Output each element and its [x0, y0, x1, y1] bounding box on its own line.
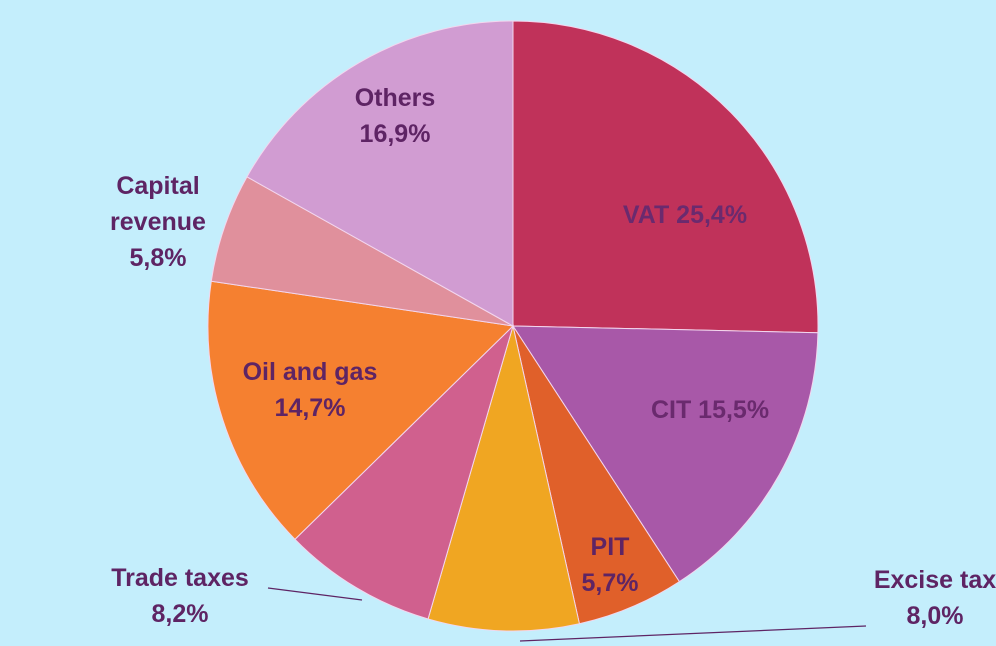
value-label: 5,7% [581, 569, 639, 597]
value-label: 5,8% [129, 244, 187, 272]
value-label: 25,4% [676, 201, 748, 229]
category-label: PIT [590, 533, 630, 561]
slice-label: PIT 5,7% [570, 529, 650, 601]
slice-label: Capital revenue 5,8% [83, 168, 233, 276]
slice-label: Excise tax 8,0% [870, 562, 996, 634]
slice-label: Trade taxes 8,2% [80, 560, 280, 632]
category-label: Others [354, 84, 436, 112]
leader-line [267, 587, 363, 601]
pie-slice [512, 20, 819, 334]
slice-label: Oil and gas 14,7% [210, 354, 410, 426]
value-label: 15,5% [698, 396, 770, 424]
pie-slice [294, 324, 515, 620]
slice-label: CIT 15,5% [610, 392, 810, 428]
category-label: Capital revenue [110, 172, 206, 236]
category-label: Trade taxes [111, 564, 249, 592]
value-label: 14,7% [274, 394, 346, 422]
pie-slice [246, 20, 514, 327]
category-label: Excise tax [873, 566, 996, 594]
category-label: VAT [622, 201, 670, 229]
category-label: CIT [650, 396, 692, 424]
slices [207, 20, 819, 632]
slice-label: Others 16,9% [320, 80, 470, 152]
pie-slice [427, 325, 580, 632]
slice-label: VAT 25,4% [535, 197, 835, 233]
category-label: Oil and gas [242, 358, 378, 386]
pie-slice [512, 325, 819, 583]
value-label: 8,0% [906, 602, 964, 630]
pie-slice [207, 280, 515, 540]
value-label: 8,2% [151, 600, 209, 628]
value-label: 16,9% [359, 120, 431, 148]
leader-line [519, 625, 867, 642]
